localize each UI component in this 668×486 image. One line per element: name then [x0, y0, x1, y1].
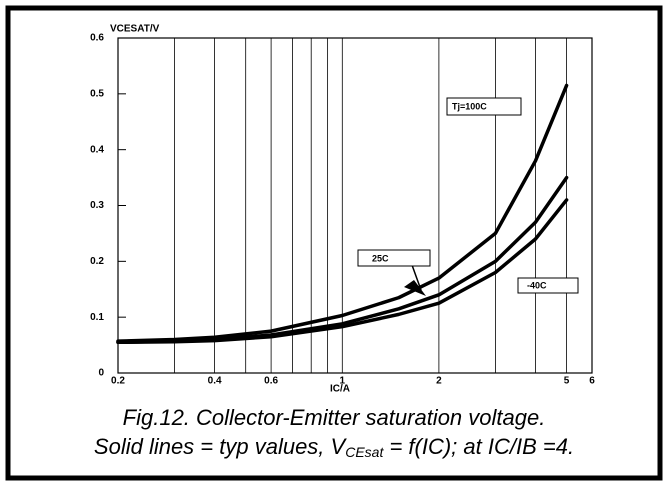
caption-part: Solid lines = typ values, V — [94, 434, 348, 459]
arrow — [411, 264, 422, 291]
x-tick-label: 0.2 — [111, 376, 125, 387]
series-line — [116, 198, 569, 345]
arrow-head — [404, 280, 426, 296]
plot-area — [117, 37, 593, 374]
y-tick-label: 0.1 — [90, 312, 104, 323]
series-label: Tj=100C — [452, 101, 487, 111]
caption-part: = f(IC); at IC/IB =4. — [383, 434, 574, 459]
label-box — [446, 97, 522, 116]
x-tick-label: 0.6 — [264, 376, 278, 387]
y-tick-label: 0.2 — [90, 256, 104, 267]
y-tick-label: 0.3 — [90, 200, 104, 211]
x-axis-title: IC/A — [330, 384, 350, 395]
label-box — [517, 277, 579, 294]
y-tick-label: 0.5 — [90, 88, 104, 99]
y-axis-title: VCESAT/V — [110, 24, 160, 35]
y-tick-label: 0.6 — [90, 33, 104, 44]
x-tick-label: 2 — [436, 376, 442, 387]
series-label: 25C — [372, 253, 389, 263]
series-line — [116, 83, 569, 343]
caption-subscript: CEsat — [345, 444, 384, 460]
caption: Solid lines = typ values, VCEsat = f(IC)… — [94, 434, 574, 460]
x-tick-label: 6 — [589, 376, 595, 387]
label-box — [357, 249, 431, 267]
y-tick-label: 0.4 — [90, 144, 104, 155]
caption: Fig.12. Collector-Emitter saturation vol… — [123, 405, 546, 430]
x-tick-label: 0.4 — [208, 376, 222, 387]
frame — [5, 5, 663, 481]
series-label: -40C — [527, 280, 547, 290]
lines — [116, 83, 569, 345]
y-tick-label: 0 — [98, 368, 104, 379]
x-tick-label: 1 — [340, 376, 346, 387]
x-tick-label: 5 — [564, 376, 570, 387]
